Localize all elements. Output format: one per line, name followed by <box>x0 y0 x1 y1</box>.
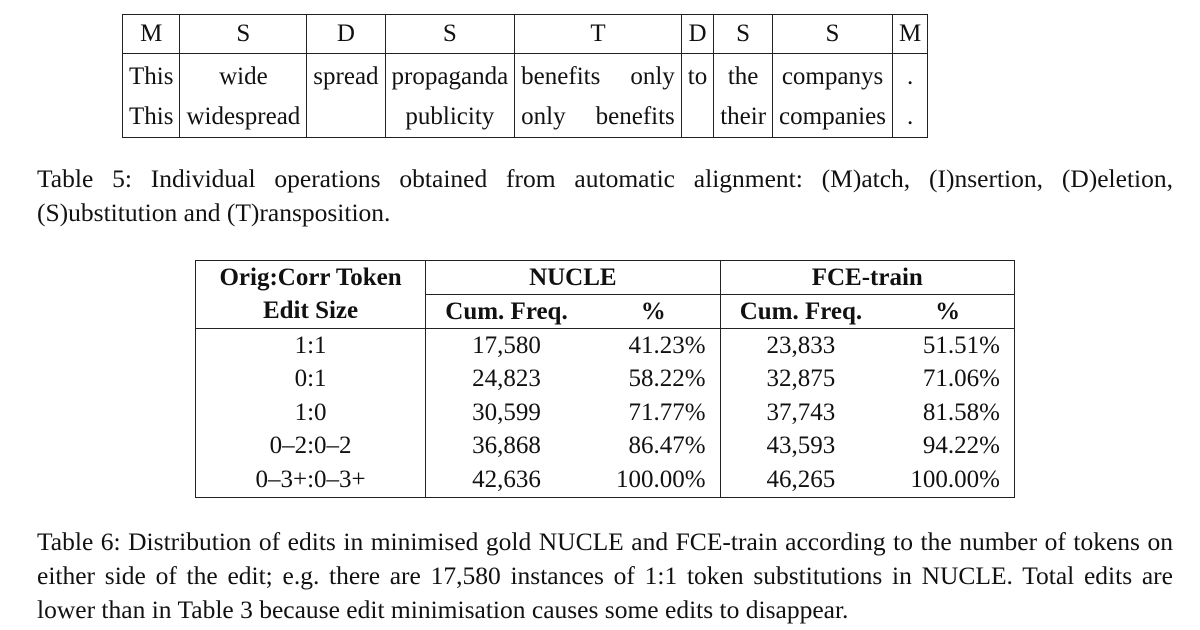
token-pair-cell: only benefits <box>514 97 682 138</box>
percent-header: % <box>586 294 721 329</box>
operation-row: M S D S T D S S M <box>121 14 929 54</box>
op-cell: S <box>179 14 308 54</box>
token-cell: widespread <box>179 97 308 138</box>
percent-cell: 71.06% <box>881 362 1016 396</box>
fce-header: FCE-train <box>719 260 1016 295</box>
token-cell: to <box>680 53 715 97</box>
token-cell: . <box>891 53 929 97</box>
cum-freq-header: Cum. Freq. <box>719 294 882 329</box>
percent-cell: 81.58% <box>881 396 1016 430</box>
token: only <box>521 103 566 130</box>
token-cell: the <box>713 53 774 97</box>
percent-cell: 100.00% <box>586 463 721 498</box>
op-cell: D <box>306 14 386 54</box>
edit-size-header-line2: Edit Size <box>194 294 427 329</box>
table5-caption: Table 5: Individual operations obtained … <box>37 164 1173 227</box>
token-cell: companies <box>772 97 893 138</box>
edit-size-cell: 0–3+:0–3+ <box>194 463 427 498</box>
token-cell: propaganda <box>384 53 516 97</box>
percent-cell: 41.23% <box>586 328 721 363</box>
percent-cell: 51.51% <box>881 328 1016 363</box>
token-cell <box>680 97 715 138</box>
table-row: 1:1 17,580 41.23% 23,833 51.51% <box>194 328 1016 363</box>
edit-size-cell: 1:1 <box>194 328 427 363</box>
op-cell: M <box>891 14 929 54</box>
header-row: Orig:Corr Token NUCLE FCE-train <box>194 260 1016 295</box>
table6-caption: Table 6: Distribution of edits in minimi… <box>37 527 1173 624</box>
cum-freq-header: Cum. Freq. <box>425 294 587 329</box>
token-cell: . <box>891 97 929 138</box>
token-cell: This <box>121 97 181 138</box>
cum-freq-cell: 32,875 <box>719 362 882 396</box>
percent-cell: 86.47% <box>586 429 721 463</box>
table-row: 0–2:0–2 36,868 86.47% 43,593 94.22% <box>194 429 1016 463</box>
token-cell: their <box>713 97 774 138</box>
token-cell: companys <box>772 53 893 97</box>
edit-size-cell: 1:0 <box>194 396 427 430</box>
op-cell: M <box>121 14 181 54</box>
original-row: This wide spread propaganda benefits onl… <box>121 53 929 97</box>
percent-header: % <box>881 294 1016 329</box>
op-cell: S <box>713 14 774 54</box>
token: benefits <box>521 63 601 90</box>
cum-freq-cell: 36,868 <box>425 429 587 463</box>
cum-freq-cell: 42,636 <box>425 463 587 498</box>
percent-cell: 100.00% <box>881 463 1016 498</box>
op-cell: S <box>772 14 893 54</box>
edit-distribution-table: Orig:Corr Token NUCLE FCE-train Edit Siz… <box>194 260 1016 498</box>
percent-cell: 71.77% <box>586 396 721 430</box>
cum-freq-cell: 30,599 <box>425 396 587 430</box>
op-cell: D <box>680 14 715 54</box>
token-pair-cell: benefits only <box>514 53 682 97</box>
percent-cell: 94.22% <box>881 429 1016 463</box>
op-cell: T <box>514 14 682 54</box>
table-row: 0–3+:0–3+ 42,636 100.00% 46,265 100.00% <box>194 463 1016 498</box>
cum-freq-cell: 43,593 <box>719 429 882 463</box>
edit-size-cell: 0:1 <box>194 362 427 396</box>
cum-freq-cell: 24,823 <box>425 362 587 396</box>
table-row: 1:0 30,599 71.77% 37,743 81.58% <box>194 396 1016 430</box>
token-cell: publicity <box>384 97 516 138</box>
percent-cell: 58.22% <box>586 362 721 396</box>
cum-freq-cell: 37,743 <box>719 396 882 430</box>
edit-size-header-line1: Orig:Corr Token <box>194 260 427 295</box>
edit-size-cell: 0–2:0–2 <box>194 429 427 463</box>
token-cell: This <box>121 53 181 97</box>
cum-freq-cell: 17,580 <box>425 328 587 363</box>
token-cell <box>306 97 386 138</box>
token: benefits <box>595 103 675 130</box>
token-cell: wide <box>179 53 308 97</box>
alignment-table: M S D S T D S S M This wide spread propa… <box>121 14 929 138</box>
cum-freq-cell: 23,833 <box>719 328 882 363</box>
cum-freq-cell: 46,265 <box>719 463 882 498</box>
table-row: 0:1 24,823 58.22% 32,875 71.06% <box>194 362 1016 396</box>
nucle-header: NUCLE <box>425 260 721 295</box>
subheader-row: Edit Size Cum. Freq. % Cum. Freq. % <box>194 294 1016 329</box>
token-cell: spread <box>306 53 386 97</box>
corrected-row: This widespread publicity only benefits … <box>121 97 929 138</box>
op-cell: S <box>384 14 516 54</box>
token: only <box>630 63 675 90</box>
